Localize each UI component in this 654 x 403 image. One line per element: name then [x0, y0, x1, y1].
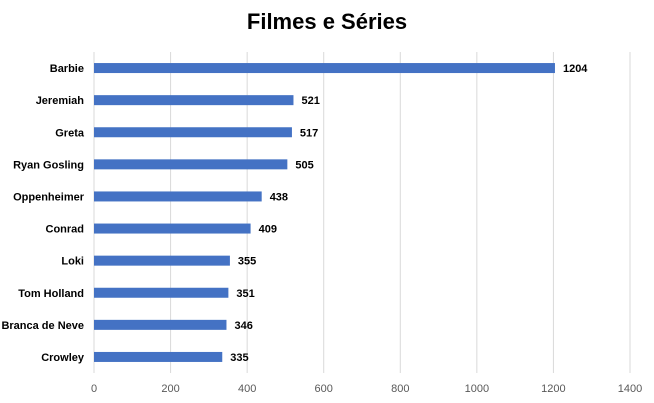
value-labels: 1204 521 517 505 438 409 355 351 346 335: [230, 63, 588, 364]
gridlines: [93, 52, 631, 373]
x-tick-label: 400: [238, 383, 256, 395]
category-label: Greta: [55, 127, 85, 139]
category-label: Crowley: [41, 352, 85, 364]
category-label: Oppenheimer: [13, 191, 85, 203]
value-label: 335: [230, 352, 248, 364]
value-label: 517: [300, 127, 318, 139]
value-label: 438: [270, 191, 288, 203]
x-axis-ticks: 0 200 400 600 800 1000 1200 1400: [91, 383, 642, 395]
category-labels: Barbie Jeremiah Greta Ryan Gosling Oppenheim…: [1, 63, 84, 364]
value-label: 521: [301, 95, 319, 107]
x-tick-label: 1200: [541, 383, 565, 395]
category-label: Barbie: [50, 63, 84, 75]
bar: [94, 63, 555, 74]
category-label: Jeremiah: [36, 95, 85, 107]
bar: [94, 127, 292, 138]
bar: [94, 95, 294, 106]
bar: [94, 223, 251, 234]
x-tick-label: 1000: [465, 383, 489, 395]
bar: [94, 191, 262, 202]
category-label: Branca de Neve: [1, 320, 84, 332]
x-tick-label: 1400: [618, 383, 642, 395]
value-label: 505: [295, 159, 313, 171]
x-tick-label: 200: [161, 383, 179, 395]
x-tick-label: 800: [391, 383, 409, 395]
x-tick-label: 0: [91, 383, 97, 395]
chart-title: Filmes e Séries: [247, 9, 407, 34]
category-label: Ryan Gosling: [13, 159, 84, 171]
value-label: 409: [259, 224, 277, 236]
bars: [94, 63, 555, 362]
value-label: 346: [234, 320, 252, 332]
value-label: 351: [236, 288, 254, 300]
category-label: Conrad: [46, 224, 85, 236]
category-label: Loki: [61, 256, 84, 268]
bar: [94, 255, 230, 266]
category-label: Tom Holland: [18, 288, 84, 300]
bar: [94, 159, 288, 170]
bar: [94, 351, 223, 362]
x-tick-label: 600: [315, 383, 333, 395]
bar: [94, 319, 227, 330]
bar: [94, 287, 229, 298]
value-label: 355: [238, 256, 256, 268]
value-label: 1204: [563, 63, 588, 75]
